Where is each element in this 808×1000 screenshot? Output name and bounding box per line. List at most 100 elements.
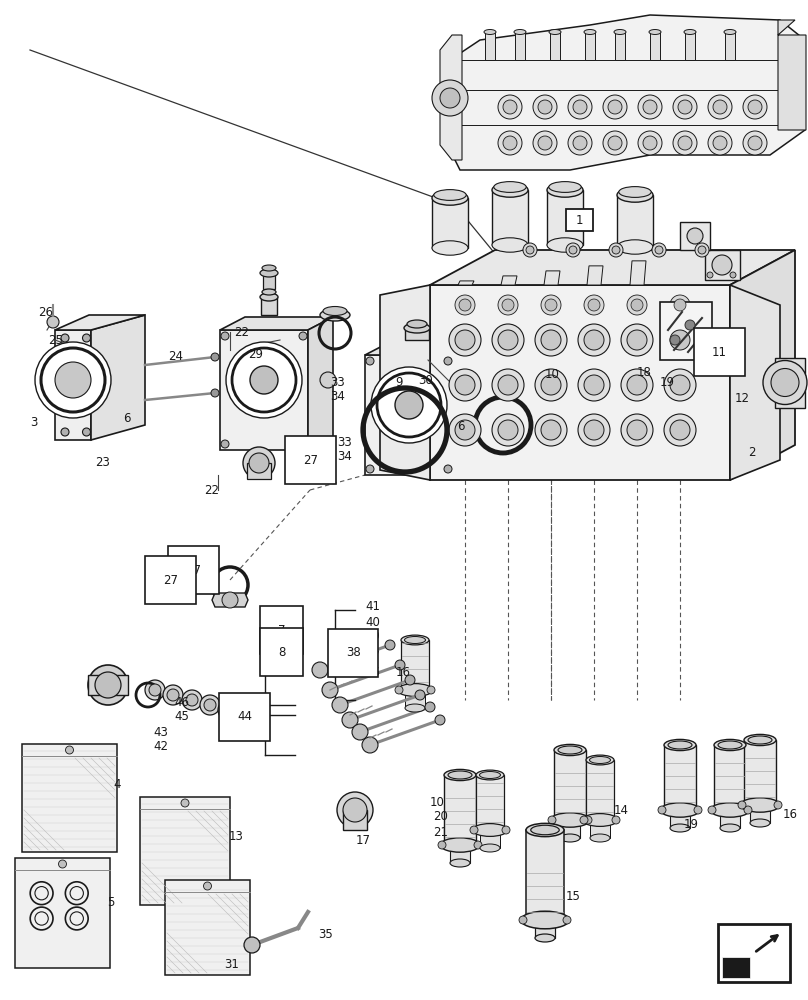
Circle shape [771, 368, 799, 396]
Ellipse shape [440, 838, 480, 852]
Text: 39: 39 [365, 631, 380, 644]
Circle shape [584, 375, 604, 395]
Text: 9: 9 [395, 376, 402, 389]
Text: 27: 27 [186, 564, 201, 576]
Circle shape [249, 453, 269, 473]
Polygon shape [453, 342, 478, 475]
Polygon shape [430, 285, 730, 480]
Circle shape [395, 686, 403, 694]
Text: 7: 7 [278, 624, 285, 637]
Ellipse shape [740, 798, 780, 812]
Polygon shape [55, 315, 145, 330]
Ellipse shape [660, 803, 700, 817]
Polygon shape [261, 297, 277, 315]
Polygon shape [88, 675, 128, 695]
Text: 15: 15 [566, 890, 581, 904]
Circle shape [545, 299, 557, 311]
Polygon shape [590, 820, 610, 838]
Circle shape [438, 841, 446, 849]
Text: 37: 37 [365, 650, 380, 664]
Text: 27: 27 [303, 454, 318, 466]
Polygon shape [450, 845, 470, 863]
Circle shape [578, 414, 610, 446]
Ellipse shape [401, 685, 429, 695]
Circle shape [82, 334, 90, 342]
Circle shape [627, 295, 647, 315]
Circle shape [474, 841, 482, 849]
Polygon shape [440, 35, 462, 160]
Circle shape [498, 420, 518, 440]
Polygon shape [720, 810, 740, 828]
Circle shape [563, 916, 571, 924]
Polygon shape [405, 328, 429, 340]
Circle shape [708, 131, 732, 155]
Circle shape [743, 95, 767, 119]
Circle shape [541, 420, 561, 440]
Circle shape [244, 937, 260, 953]
Circle shape [643, 100, 657, 114]
Circle shape [342, 712, 358, 728]
Circle shape [498, 131, 522, 155]
Circle shape [627, 330, 647, 350]
Polygon shape [615, 32, 625, 60]
Text: 31: 31 [224, 958, 239, 972]
Circle shape [455, 295, 475, 315]
Ellipse shape [590, 834, 610, 842]
Polygon shape [775, 358, 805, 408]
Text: 42: 42 [153, 740, 168, 754]
Circle shape [95, 672, 121, 698]
Circle shape [743, 131, 767, 155]
Text: 33: 33 [337, 436, 351, 448]
Polygon shape [444, 775, 476, 845]
Circle shape [670, 295, 690, 315]
Circle shape [526, 246, 534, 254]
Circle shape [352, 724, 368, 740]
Ellipse shape [560, 834, 580, 842]
Circle shape [748, 100, 762, 114]
Ellipse shape [432, 241, 468, 255]
Text: 46: 46 [174, 696, 189, 708]
Circle shape [425, 702, 435, 712]
Circle shape [58, 860, 66, 868]
Circle shape [449, 324, 481, 356]
Text: 16: 16 [396, 666, 411, 678]
Circle shape [670, 335, 680, 345]
Circle shape [533, 131, 557, 155]
Polygon shape [485, 32, 495, 60]
Circle shape [608, 100, 622, 114]
Text: 22: 22 [234, 326, 249, 338]
Circle shape [548, 816, 556, 824]
Circle shape [568, 131, 592, 155]
Circle shape [320, 372, 336, 388]
Circle shape [449, 369, 481, 401]
Circle shape [738, 801, 746, 809]
Circle shape [427, 686, 435, 694]
Circle shape [519, 916, 527, 924]
Text: 2: 2 [748, 446, 755, 458]
Polygon shape [220, 317, 333, 330]
Circle shape [621, 324, 653, 356]
Text: 44: 44 [237, 710, 252, 724]
Circle shape [730, 272, 736, 278]
Circle shape [222, 704, 234, 716]
Text: 20: 20 [433, 810, 448, 824]
Polygon shape [554, 750, 586, 820]
Circle shape [687, 228, 703, 244]
Polygon shape [730, 250, 795, 480]
Circle shape [432, 80, 468, 116]
Circle shape [638, 131, 662, 155]
Circle shape [204, 699, 216, 711]
Polygon shape [91, 315, 145, 440]
Ellipse shape [484, 29, 496, 34]
Circle shape [674, 299, 686, 311]
Circle shape [612, 816, 620, 824]
Circle shape [498, 95, 522, 119]
Circle shape [541, 375, 561, 395]
Polygon shape [15, 858, 110, 968]
Text: 26: 26 [38, 306, 53, 318]
Circle shape [163, 685, 183, 705]
Circle shape [685, 320, 695, 330]
Text: 13: 13 [229, 830, 244, 844]
Ellipse shape [670, 824, 690, 832]
Text: 21: 21 [433, 826, 448, 838]
